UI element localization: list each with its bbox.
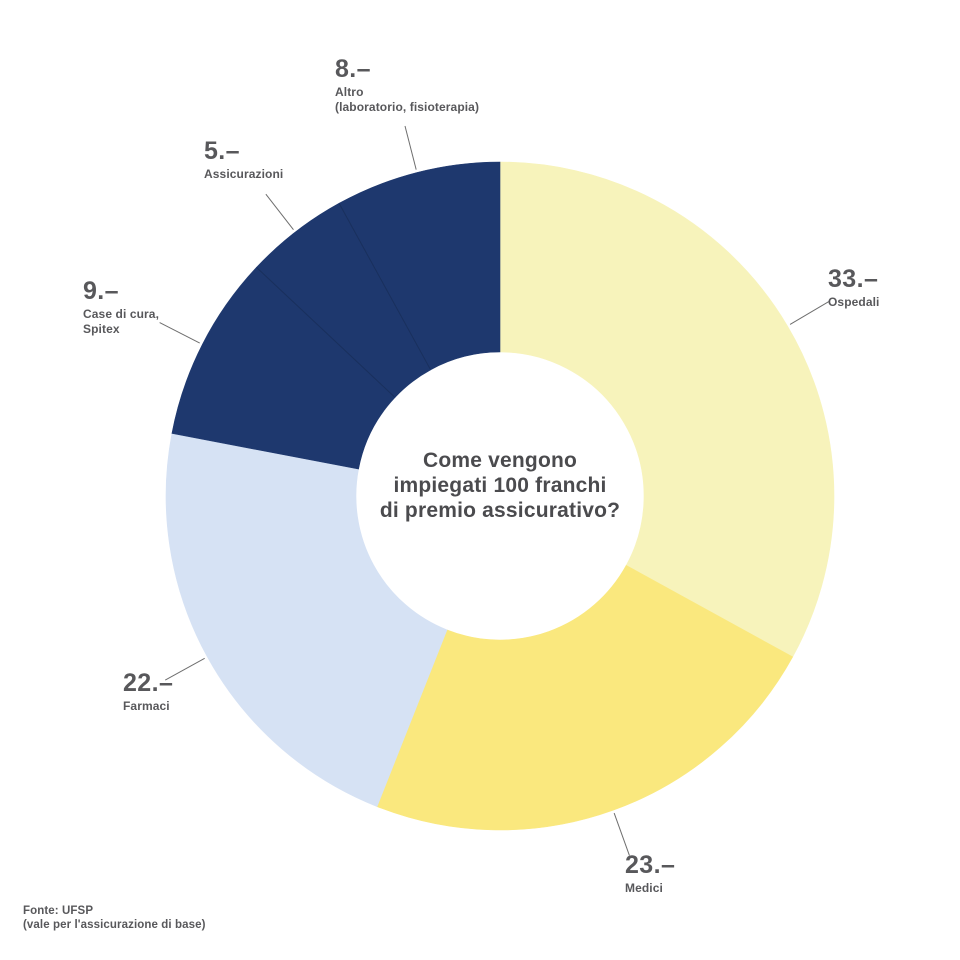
segment-name-farmaci: Farmaci (123, 699, 170, 714)
segment-value-case-di-cura: 9.– (83, 277, 119, 305)
segment-value-altro: 8.– (335, 55, 371, 83)
segment-value-farmaci: 22.– (123, 669, 174, 697)
chart-title-line-2: impiegati 100 franchi (393, 474, 607, 497)
segment-label-case-di-cura: 9.– Case di cura, Spitex (83, 278, 159, 337)
segment-name-altro: Altro (laboratorio, fisioterapia) (335, 85, 480, 115)
chart-title-line-3: di premio assicurativo? (379, 499, 621, 522)
segment-label-ospedali: 33.– Ospedali (828, 266, 879, 310)
donut-slice-medici (376, 564, 794, 831)
donut-slice-farmaci (165, 433, 448, 807)
leader-line-case-di-cura-spitex (159, 322, 200, 344)
segment-label-assicurazioni: 5.– Assicurazioni (204, 138, 283, 182)
chart-title: Come vengono impiegati 100 franchi di pr… (340, 448, 660, 523)
source-detail: (vale per l'assicurazione di base) (23, 919, 206, 931)
source-label: Fonte: UFSP (23, 905, 94, 917)
donut-slice-ospedali (499, 161, 835, 658)
segment-name-medici: Medici (625, 881, 663, 896)
segment-name-ospedali: Ospedali (828, 295, 880, 310)
segment-value-ospedali: 33.– (828, 265, 879, 293)
leader-line-medici (613, 812, 630, 856)
chart-title-line-1: Come vengono (422, 449, 578, 472)
segment-label-farmaci: 22.– Farmaci (123, 670, 173, 714)
leader-line-assicurazioni (265, 193, 294, 231)
leader-line-altro-laboratorio-fisioterapia (404, 125, 417, 170)
segment-value-medici: 23.– (625, 851, 676, 879)
donut-slice-altro-laboratorio-fisioterapia (338, 161, 501, 371)
slice-separator (338, 203, 431, 370)
leader-line-farmaci (165, 657, 205, 681)
segment-name-case-di-cura: Case di cura, Spitex (83, 307, 160, 337)
source-note: Fonte: UFSP (vale per l'assicurazione di… (23, 904, 206, 932)
segment-name-assicurazioni: Assicurazioni (204, 167, 284, 182)
segment-label-altro: 8.– Altro (laboratorio, fisioterapia) (335, 56, 479, 115)
segment-value-assicurazioni: 5.– (204, 137, 240, 165)
slice-separator (256, 267, 395, 398)
leader-line-ospedali (789, 301, 830, 325)
segment-label-medici: 23.– Medici (625, 852, 675, 896)
